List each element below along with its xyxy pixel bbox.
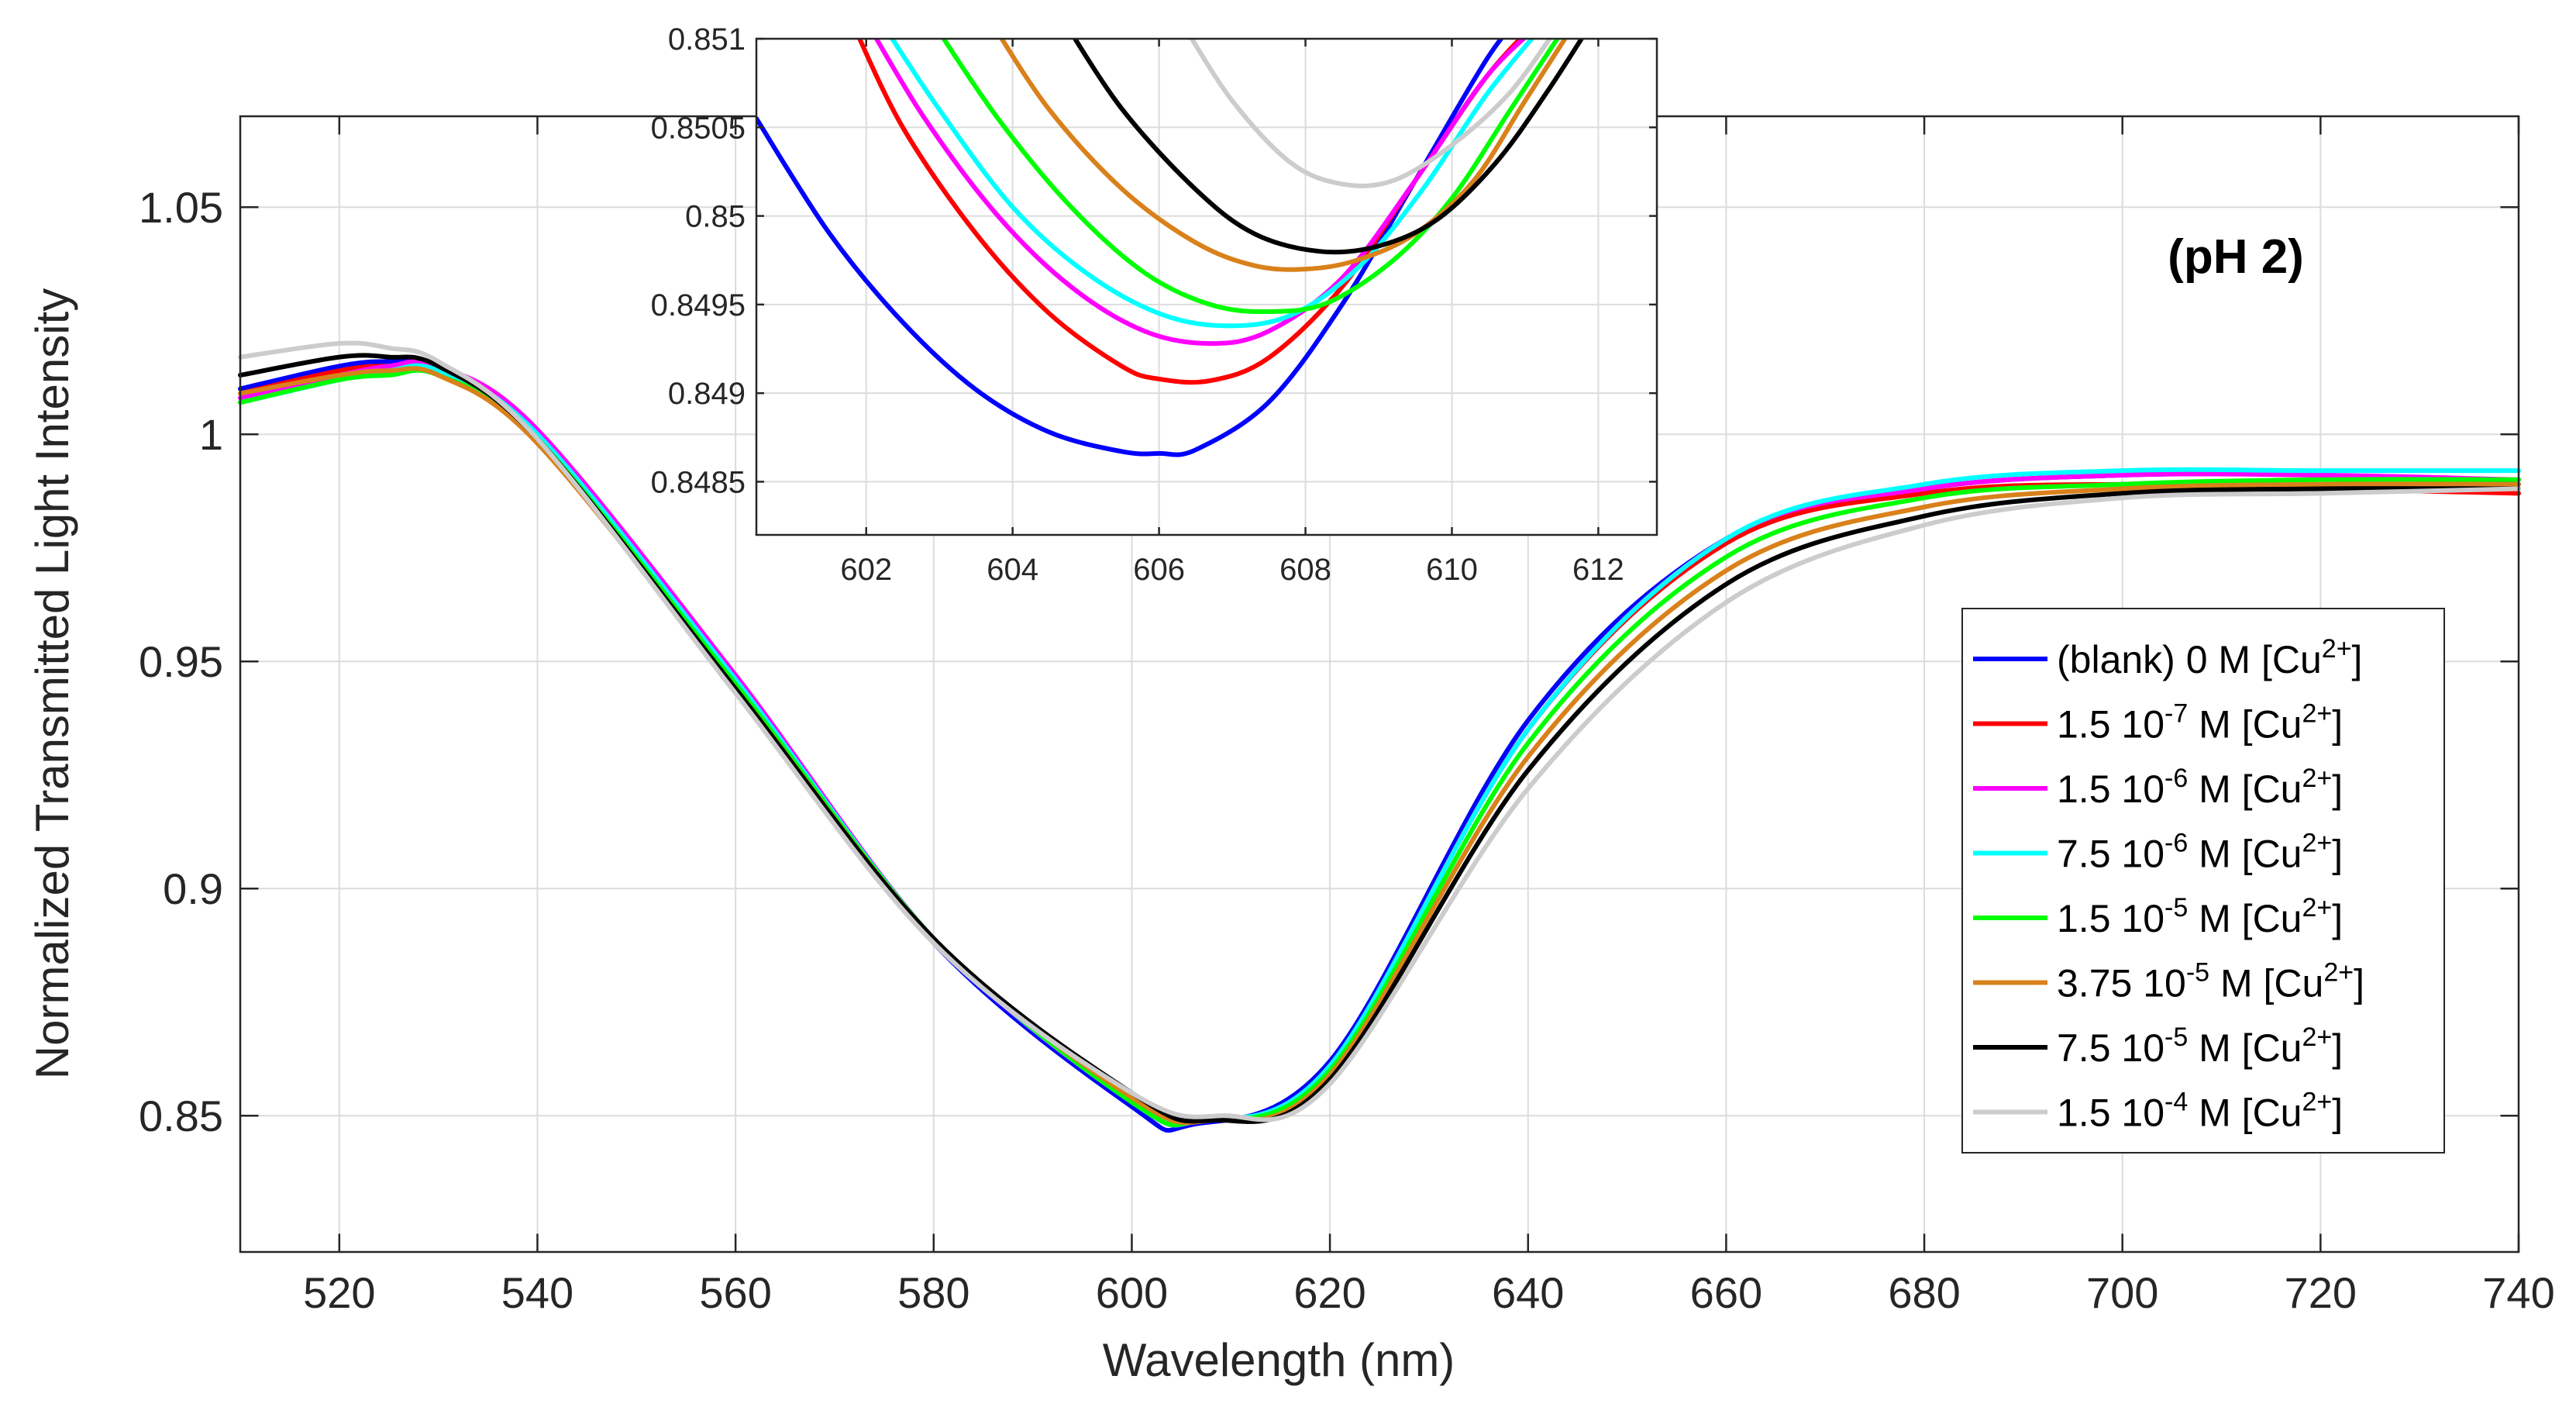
main-xtick-label: 620 (1293, 1268, 1365, 1317)
main-xtick-labels: 520 540 560 580 600 620 640 660 680 700 720 740 (303, 1268, 2555, 1317)
inset-xtick-label: 612 (1572, 553, 1624, 587)
inset-xtick-label: 606 (1133, 553, 1185, 587)
inset-series-line (941, 39, 1561, 315)
inset-ytick-labels: 0.8485 0.849 0.8495 0.85 0.8505 0.851 (651, 22, 746, 499)
legend-label: 1.5 10-7 M [Cu2+] (2057, 699, 2343, 747)
main-xtick-label: 520 (303, 1268, 375, 1317)
main-xtick-label: 540 (501, 1268, 573, 1317)
main-xtick-label: 720 (2285, 1268, 2357, 1317)
main-ytick-label: 1 (199, 410, 223, 459)
main-series-line (238, 340, 2521, 1122)
inset-xtick-label: 608 (1279, 553, 1331, 587)
inset-series-line (889, 39, 1535, 329)
inset-xtick-label: 602 (840, 553, 892, 587)
main-ytick-label: 0.95 (139, 637, 223, 686)
inset-ytick-label: 0.8495 (651, 288, 746, 322)
inset-chart: 602 604 606 608 610 612 0.8485 0.849 0.8495 0.85… (651, 22, 1658, 587)
main-xtick-label: 740 (2482, 1268, 2554, 1317)
inset-ytick-label: 0.849 (668, 377, 746, 411)
main-series (238, 340, 2521, 1133)
inset-series-line (1189, 39, 1553, 188)
legend-box (1961, 608, 2445, 1154)
legend-label: 1.5 10-5 M [Cu2+] (2057, 893, 2343, 940)
main-xtick-label: 660 (1690, 1268, 1762, 1317)
inset-xtick-label: 604 (987, 553, 1038, 587)
inset-series-line (873, 39, 1527, 347)
main-xtick-label: 700 (2086, 1268, 2158, 1317)
inset-xtick-label: 610 (1426, 553, 1478, 587)
inset-ytick-label: 0.85 (685, 200, 746, 234)
inset-series (756, 39, 1585, 457)
x-axis-label: Wavelength (nm) (1103, 1334, 1455, 1386)
main-xtick-label: 680 (1888, 1268, 1960, 1317)
legend-label: 3.75 10-5 M [Cu2+] (2057, 958, 2364, 1005)
legend: (blank) 0 M [Cu2+] 1.5 10-7 M [Cu2+] 1.5 1… (1961, 608, 2445, 1154)
inset-ytick-label: 0.851 (668, 22, 746, 57)
legend-label: 1.5 10-6 M [Cu2+] (2057, 764, 2343, 811)
main-ticks (240, 116, 2520, 1252)
legend-label: 7.5 10-6 M [Cu2+] (2057, 829, 2343, 876)
legend-label: 1.5 10-4 M [Cu2+] (2057, 1088, 2343, 1135)
main-ytick-labels: 0.85 0.9 0.95 1 1.05 (139, 183, 223, 1140)
inset-ytick-label: 0.8505 (651, 111, 746, 145)
main-xtick-label: 580 (897, 1268, 969, 1317)
inset-xtick-labels: 602 604 606 608 610 612 (840, 553, 1624, 587)
main-ytick-label: 0.85 (139, 1091, 223, 1140)
main-xtick-label: 640 (1492, 1268, 1564, 1317)
main-ytick-label: 1.05 (139, 183, 223, 232)
main-xtick-label: 560 (699, 1268, 771, 1317)
main-xtick-label: 600 (1096, 1268, 1168, 1317)
inset-series-line (999, 39, 1568, 272)
y-axis-label: Normalized Transmitted Light Intensity (26, 288, 78, 1079)
legend-entries: (blank) 0 M [Cu2+] 1.5 10-7 M [Cu2+] 1.5 1… (1973, 634, 2364, 1135)
ph-annotation: (pH 2) (2168, 230, 2304, 284)
inset-ticks (756, 37, 1657, 535)
inset-plot-area (756, 39, 1657, 535)
main-ytick-label: 0.9 (163, 864, 223, 913)
inset-series-line (1072, 39, 1585, 255)
legend-label: 7.5 10-5 M [Cu2+] (2057, 1022, 2343, 1070)
legend-label: (blank) 0 M [Cu2+] (2057, 634, 2362, 681)
inset-ytick-label: 0.8485 (651, 465, 746, 499)
inset-axes-box (755, 37, 1658, 536)
